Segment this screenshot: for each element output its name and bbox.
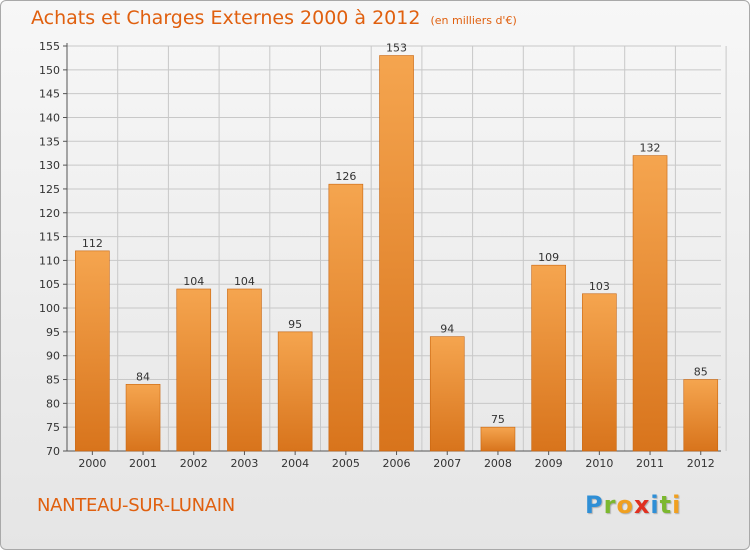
y-tick-label: 130 xyxy=(39,159,60,172)
bar-2011 xyxy=(632,155,668,452)
y-tick-label: 155 xyxy=(39,40,60,53)
bar-2000 xyxy=(75,250,110,452)
x-tick-label-2012: 2012 xyxy=(687,457,715,470)
y-tick-label: 90 xyxy=(46,350,60,363)
value-label-2002: 104 xyxy=(183,275,204,288)
y-tick-label: 110 xyxy=(39,254,60,267)
x-tick-label-2002: 2002 xyxy=(180,457,208,470)
y-tick-label: 150 xyxy=(39,64,60,77)
y-tick-label: 145 xyxy=(39,88,60,101)
proxiti-logo[interactable]: Proxiti xyxy=(585,491,681,519)
x-tick-label-2010: 2010 xyxy=(585,457,613,470)
y-tick-label: 100 xyxy=(39,302,60,315)
value-label-2010: 103 xyxy=(589,280,610,293)
value-label-2001: 84 xyxy=(136,370,150,383)
value-label-2009: 109 xyxy=(538,251,559,264)
bar-2007 xyxy=(429,336,465,452)
value-label-2006: 153 xyxy=(386,42,407,55)
logo-letter: t xyxy=(659,491,673,519)
x-tick-label-2008: 2008 xyxy=(484,457,512,470)
x-tick-label-2001: 2001 xyxy=(129,457,157,470)
y-tick-label: 70 xyxy=(46,445,60,458)
value-label-2008: 75 xyxy=(491,413,505,426)
value-label-2005: 126 xyxy=(335,170,356,183)
value-label-2007: 94 xyxy=(440,323,454,336)
y-tick-label: 80 xyxy=(46,397,60,410)
value-label-2000: 112 xyxy=(82,237,103,250)
bar-2008 xyxy=(480,426,516,452)
chart-unit: (en milliers d'€) xyxy=(430,14,517,27)
bar-2012 xyxy=(683,379,719,452)
y-tick-label: 115 xyxy=(39,231,60,244)
bar-2010 xyxy=(582,293,617,452)
y-tick-label: 135 xyxy=(39,135,60,148)
bar-2006 xyxy=(379,55,414,452)
bar-2005 xyxy=(328,183,364,452)
logo-letter: i xyxy=(650,491,660,519)
logo-letter: i xyxy=(672,491,682,519)
bar-2004 xyxy=(277,331,313,452)
y-tick-label: 120 xyxy=(39,207,60,220)
y-tick-label: 95 xyxy=(46,326,60,339)
bars xyxy=(75,55,719,452)
y-tick-label: 125 xyxy=(39,183,60,196)
y-tick-label: 75 xyxy=(46,421,60,434)
y-tick-label: 85 xyxy=(46,374,60,387)
bar-2003 xyxy=(227,288,262,452)
value-label-2011: 132 xyxy=(640,142,661,155)
x-tick-label-2011: 2011 xyxy=(636,457,664,470)
y-tick-label: 140 xyxy=(39,111,60,124)
logo-letter: x xyxy=(633,491,651,519)
bar-2001 xyxy=(125,383,161,452)
y-tick-label: 105 xyxy=(39,278,60,291)
logo-letter: r xyxy=(603,491,617,519)
logo-letter: P xyxy=(585,491,604,519)
labels: 70 75 80 85 90 95 100 105 110 115 120 125 130 135 140 1… xyxy=(39,40,715,470)
value-label-2012: 85 xyxy=(694,366,708,379)
x-tick-label-2003: 2003 xyxy=(230,457,258,470)
bar-2009 xyxy=(531,264,566,452)
chart-title: Achats et Charges Externes 2000 à 2012 (e… xyxy=(31,7,517,29)
x-tick-label-2000: 2000 xyxy=(78,457,106,470)
logo-letter: o xyxy=(616,491,634,519)
x-tick-label-2007: 2007 xyxy=(433,457,461,470)
commune-name: NANTEAU-SUR-LUNAIN xyxy=(37,495,235,516)
x-tick-label-2009: 2009 xyxy=(535,457,563,470)
x-tick-label-2004: 2004 xyxy=(281,457,309,470)
value-label-2003: 104 xyxy=(234,275,255,288)
x-tick-label-2006: 2006 xyxy=(383,457,411,470)
value-label-2004: 95 xyxy=(288,318,302,331)
chart-title-text: Achats et Charges Externes 2000 à 2012 xyxy=(31,7,421,29)
x-tick-label-2005: 2005 xyxy=(332,457,360,470)
bar-2002 xyxy=(176,288,212,452)
